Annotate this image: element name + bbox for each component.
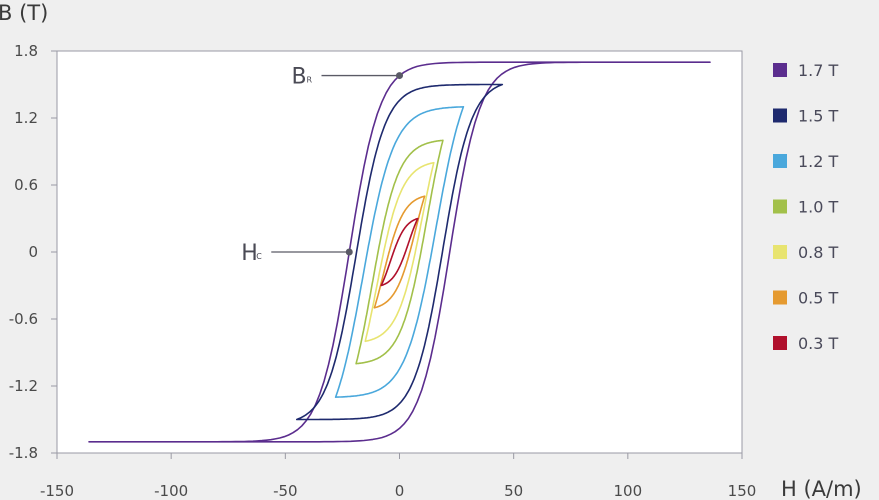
legend: 1.7 T 1.5 T 1.2 T 1.0 T 0.8 T 0.5 T 0.3 T [773,61,839,353]
legend-label: 1.7 T [798,61,839,80]
loop-series-3 [355,139,444,365]
hysteresis-loops [88,61,711,443]
y-tick-label: -0.6 [9,310,38,328]
x-tick-label: 0 [395,482,405,500]
x-tick-label: 50 [504,482,523,500]
legend-swatch [773,199,787,214]
loop-series-5 [373,195,426,309]
loop-series-6 [380,217,419,287]
loop-series-4 [364,161,435,343]
y-tick-label: 1.2 [14,109,38,127]
loop-series-1 [296,83,504,421]
x-tick-label: -100 [154,482,188,500]
y-tick-label: -1.8 [9,444,38,462]
annotation-label-coercivity: H [241,241,258,266]
annotation-subscript-remanence: R [307,76,313,85]
legend-label: 0.8 T [798,243,839,262]
x-tick-label: 100 [614,482,643,500]
loop-series-2 [334,106,465,398]
legend-swatch [773,108,787,123]
x-axis-title: H (A/m) [781,477,862,500]
y-tick-label: -1.2 [9,377,38,395]
legend-swatch [773,245,787,259]
legend-swatch [773,63,787,77]
legend-label: 0.5 T [798,289,839,308]
x-tick-label: -150 [40,482,74,500]
y-tick-label: 0 [28,243,38,261]
y-tick-label: 0.6 [14,176,38,194]
annotation-subscript-coercivity: C [256,252,262,261]
x-tick-label: 150 [728,482,757,500]
legend-label: 1.0 T [798,198,839,217]
legend-label: 1.5 T [798,107,839,126]
x-tick-label: -50 [273,482,298,500]
y-axis-title: B (T) [0,1,48,25]
annotation-label-remanence: B [292,65,307,90]
y-tick-label: 1.8 [14,42,38,60]
legend-swatch [773,154,787,168]
plot-area [56,50,743,454]
legend-swatch [773,336,787,350]
legend-label: 0.3 T [798,334,839,353]
annotation-point [396,72,403,80]
legend-label: 1.2 T [798,152,839,171]
loop-series-0 [88,61,711,443]
legend-swatch [773,290,787,305]
annotation-point [345,248,353,256]
